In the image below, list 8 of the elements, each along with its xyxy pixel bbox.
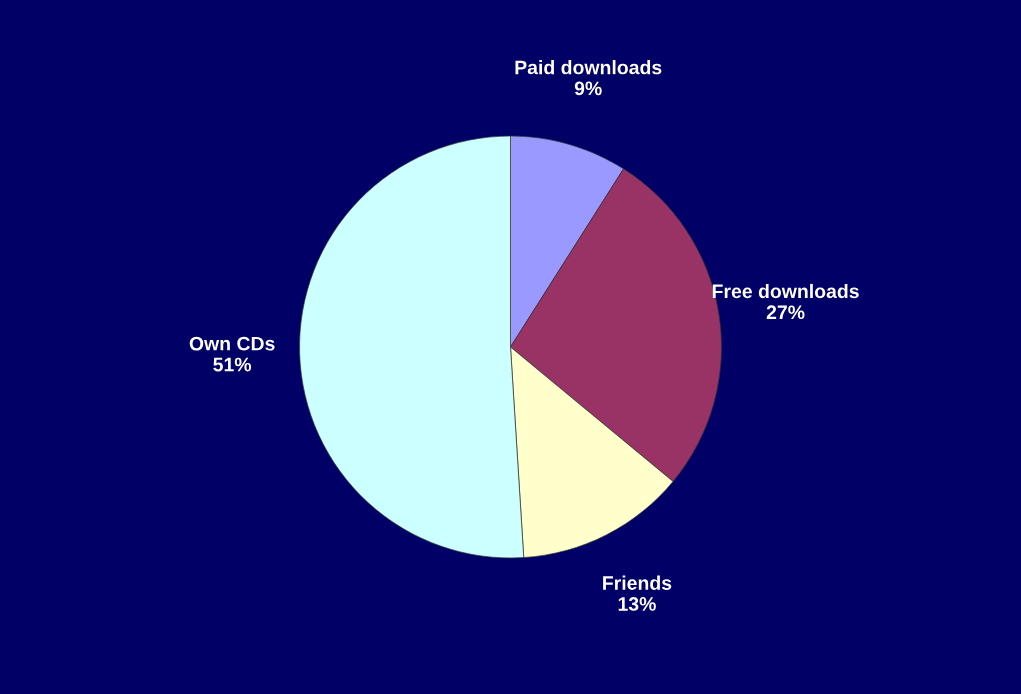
- data-label: 13%: [618, 597, 656, 611]
- data-label: 9%: [574, 81, 602, 96]
- slice-label: Paid downloads: [515, 60, 662, 75]
- slice-label: Own CDs: [189, 336, 275, 351]
- data-label: 27%: [766, 305, 805, 320]
- data-label: 51%: [213, 357, 252, 372]
- slice-label: Free downloads: [712, 283, 859, 299]
- slice-label: Friends: [603, 575, 672, 590]
